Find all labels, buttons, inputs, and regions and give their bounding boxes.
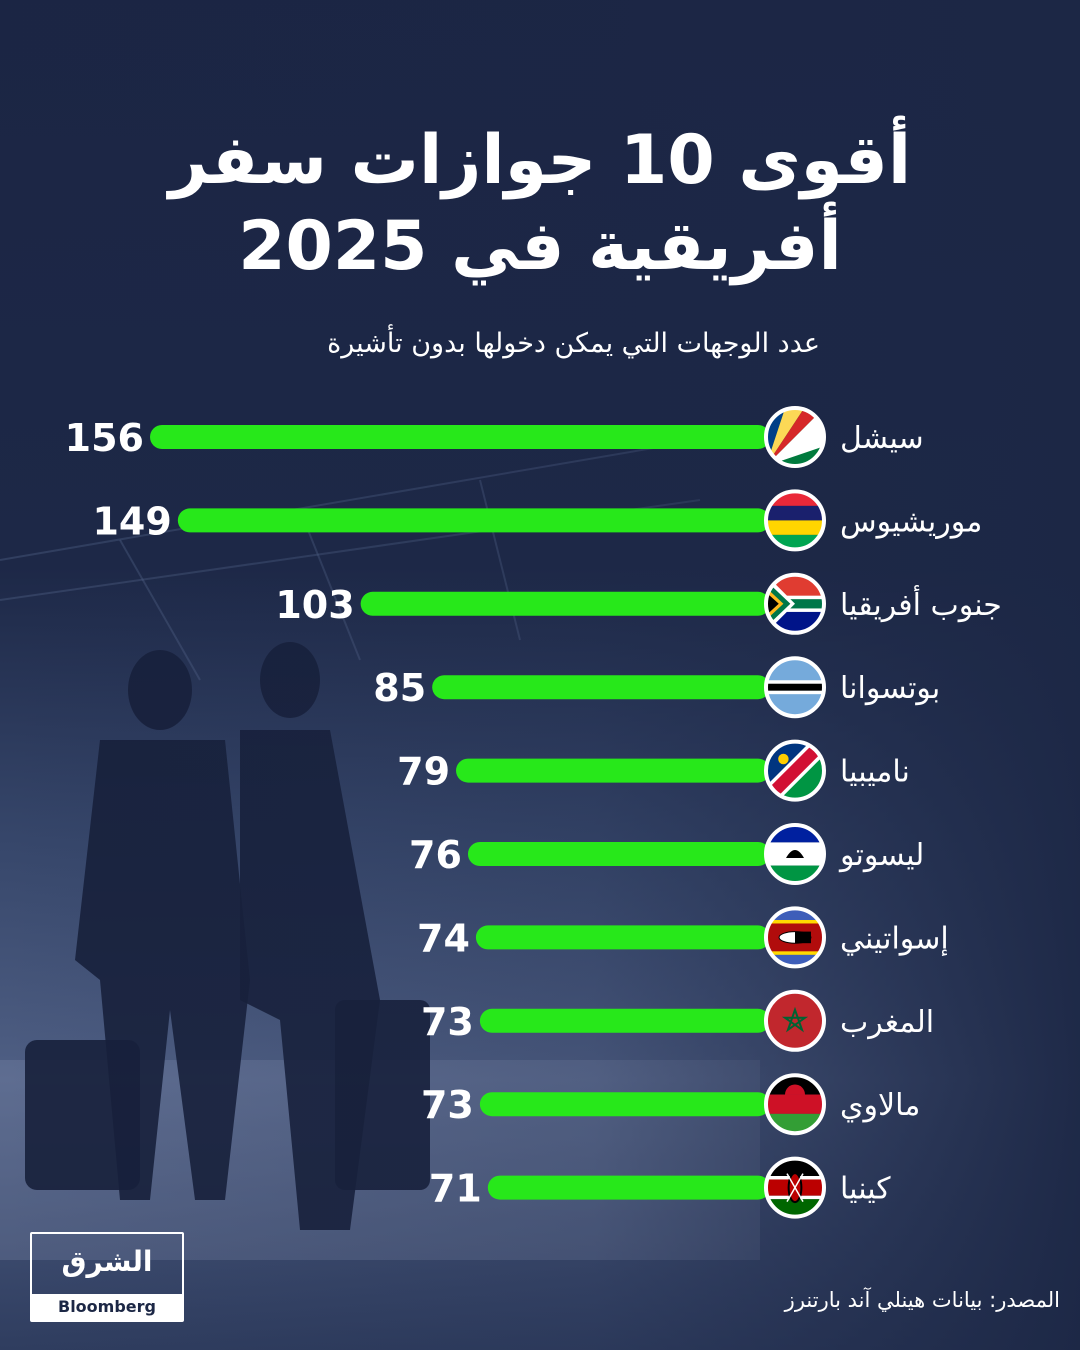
category-label: موريشيوس bbox=[840, 504, 982, 539]
morocco-flag-icon bbox=[764, 989, 826, 1052]
mauritius-flag-icon bbox=[764, 489, 826, 552]
bar-value-label: 71 bbox=[429, 1167, 482, 1211]
bar-value-label: 76 bbox=[409, 833, 462, 877]
category-label: سيشل bbox=[840, 421, 924, 456]
bar-value-label: 73 bbox=[421, 1083, 474, 1127]
bar-row: 73 المغرب bbox=[421, 989, 934, 1052]
bar-value-label: 85 bbox=[373, 666, 426, 710]
bar-value-label: 103 bbox=[275, 583, 354, 627]
bar-value-label: 74 bbox=[417, 916, 470, 960]
category-label: كينيا bbox=[840, 1172, 891, 1207]
eswatini-flag-icon bbox=[764, 906, 826, 969]
malawi-flag-icon bbox=[764, 1073, 826, 1136]
bar-value-label: 156 bbox=[65, 416, 144, 460]
namibia-flag-icon bbox=[764, 739, 826, 802]
bar bbox=[467, 842, 770, 866]
bar-value-label: 149 bbox=[92, 499, 171, 543]
bar-row: 85 بوتسوانا bbox=[373, 656, 940, 719]
title-line-2: أفريقية في 2025 bbox=[238, 207, 842, 286]
bar-row: 71 كينيا bbox=[429, 1156, 891, 1219]
bar-value-label: 79 bbox=[397, 750, 450, 794]
south-africa-flag-icon bbox=[764, 572, 826, 635]
logo-name: الشرق bbox=[61, 1245, 153, 1278]
category-label: ليسوتو bbox=[838, 838, 924, 873]
bar bbox=[487, 1175, 770, 1200]
lesotho-flag-icon bbox=[764, 823, 826, 885]
chart-title: أقوى 10 جوازات سفر أفريقية في 2025 bbox=[140, 118, 940, 290]
category-label: المغرب bbox=[840, 1005, 934, 1040]
bar-row: 103 جنوب أفريقيا bbox=[275, 572, 1002, 635]
bar-value-label: 73 bbox=[421, 1000, 474, 1044]
bar-row: 79 ناميبيا bbox=[397, 739, 910, 802]
category-label: ناميبيا bbox=[840, 755, 910, 790]
bar-row: 156 سيشل bbox=[65, 406, 924, 468]
bar bbox=[475, 925, 770, 950]
title-line-1: أقوى 10 جوازات سفر bbox=[168, 121, 912, 200]
category-label: جنوب أفريقيا bbox=[840, 584, 1002, 623]
asharq-bloomberg-logo: الشرق Bloomberg bbox=[30, 1232, 184, 1322]
bar-row: 74 إسواتيني bbox=[417, 906, 949, 969]
category-label: بوتسوانا bbox=[840, 671, 940, 706]
chart-subtitle: عدد الوجهات التي يمكن دخولها بدون تأشيرة bbox=[327, 328, 820, 359]
bar-row: 76 ليسوتو bbox=[409, 823, 924, 885]
seychelles-flag-icon bbox=[764, 406, 826, 468]
bar bbox=[479, 1092, 770, 1117]
bar-row: 73 مالاوي bbox=[421, 1073, 920, 1136]
bar bbox=[150, 425, 770, 449]
bar bbox=[432, 675, 770, 700]
category-label: مالاوي bbox=[840, 1088, 920, 1123]
bar-row: 149 موريشيوس bbox=[92, 489, 982, 552]
bar bbox=[456, 758, 770, 783]
kenya-flag-icon bbox=[764, 1156, 826, 1219]
bar bbox=[177, 508, 771, 533]
source-note: المصدر: بيانات هينلي آند بارتنرز bbox=[784, 1288, 1060, 1312]
category-label: إسواتيني bbox=[840, 921, 949, 956]
bar bbox=[360, 591, 770, 616]
botswana-flag-icon bbox=[764, 656, 826, 719]
bar bbox=[479, 1008, 770, 1033]
logo-sub: Bloomberg bbox=[32, 1294, 182, 1320]
